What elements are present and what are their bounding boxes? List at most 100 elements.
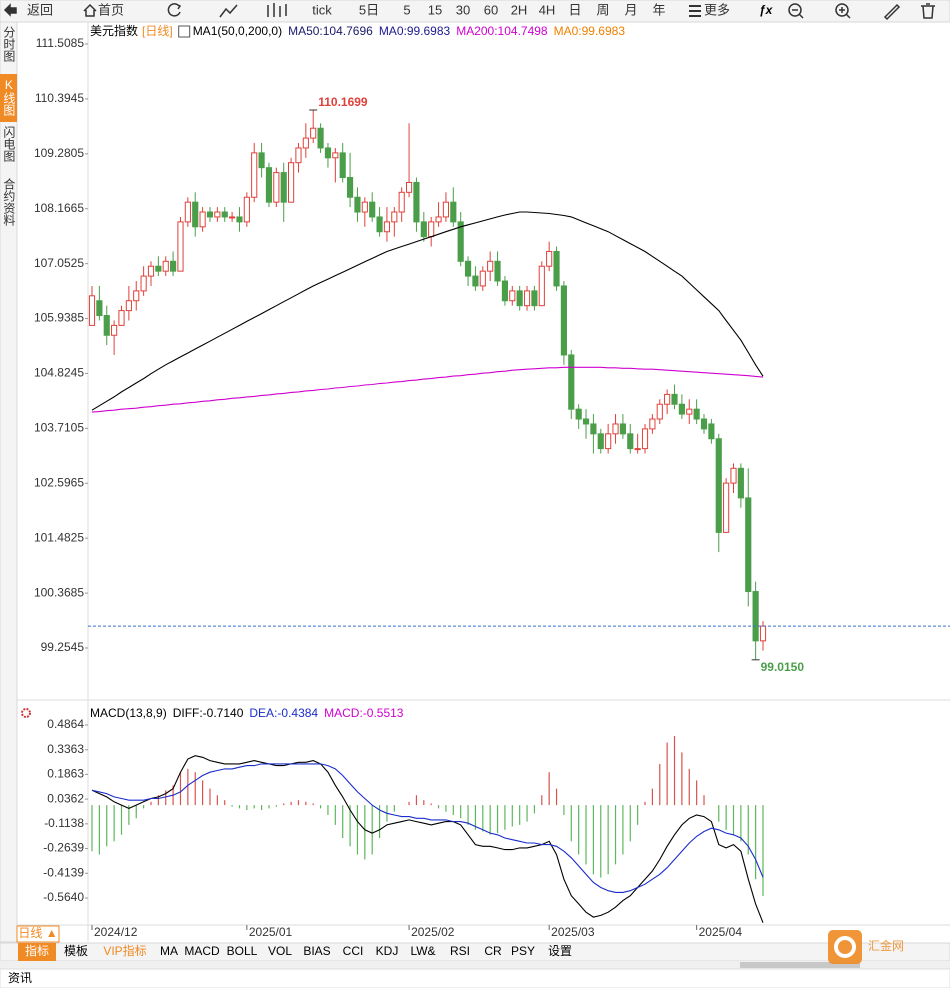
scroll-thumb[interactable] bbox=[740, 962, 860, 968]
toolbar-button[interactable]: 2H bbox=[511, 2, 528, 17]
indicator-tab[interactable]: CCI bbox=[343, 944, 364, 958]
indicator-tab[interactable]: CR bbox=[484, 944, 502, 958]
indicator-line bbox=[91, 211, 764, 411]
toolbar-button[interactable]: 返回 bbox=[27, 2, 53, 17]
indicator-tab[interactable]: RSI bbox=[450, 944, 470, 958]
indicator-tab[interactable]: 模板 bbox=[64, 944, 88, 958]
candle-body bbox=[229, 216, 236, 219]
toolbar bbox=[0, 0, 950, 23]
logo-text: 汇金网 bbox=[868, 938, 904, 953]
candle-body bbox=[420, 221, 427, 238]
indicator-tab[interactable]: VOL bbox=[268, 944, 292, 958]
back-icon[interactable] bbox=[3, 3, 17, 17]
indicator-tab[interactable]: KDJ bbox=[376, 944, 399, 958]
candle-body bbox=[88, 295, 96, 326]
indicator-tab[interactable]: PSY bbox=[511, 944, 535, 958]
indicator-line bbox=[91, 763, 764, 893]
candle-body bbox=[265, 167, 273, 203]
indicator-tab[interactable]: MA bbox=[160, 944, 178, 958]
candle-body bbox=[140, 275, 147, 292]
home-icon[interactable] bbox=[83, 3, 97, 17]
candle-body bbox=[111, 324, 118, 336]
candle-body bbox=[103, 315, 110, 336]
indicator-tab[interactable]: LW& bbox=[410, 944, 435, 958]
candle-body bbox=[184, 201, 191, 223]
candle-body bbox=[597, 433, 604, 450]
candle-body bbox=[450, 201, 457, 223]
indicator-tab[interactable]: 指标 bbox=[25, 943, 49, 958]
news-bar bbox=[0, 968, 950, 988]
y-tick-label: 107.0525 bbox=[34, 256, 84, 270]
indicator-tab[interactable]: BIAS bbox=[303, 944, 330, 958]
toolbar-button[interactable]: 5 bbox=[403, 2, 410, 17]
candle-body bbox=[501, 280, 509, 302]
toolbar-button[interactable]: 60 bbox=[484, 2, 498, 17]
news-tab[interactable]: 资讯 bbox=[8, 971, 32, 985]
sidebar-tab[interactable]: 合约资料 bbox=[2, 177, 16, 226]
y-tick-label: -0.1138 bbox=[44, 816, 84, 830]
toolbar-button[interactable]: 年 bbox=[652, 2, 665, 17]
x-tick-label: 2025/02 bbox=[411, 925, 455, 939]
candle-body bbox=[686, 408, 693, 415]
y-tick-label: 0.1863 bbox=[47, 767, 84, 781]
candle-body bbox=[546, 250, 553, 267]
sidebar-tab[interactable]: K线图 bbox=[2, 78, 16, 116]
indicator-tab[interactable]: BOLL bbox=[227, 944, 258, 958]
toolbar-button[interactable]: 更多 bbox=[704, 2, 730, 17]
candle-body bbox=[516, 290, 523, 307]
y-tick-label: 109.2805 bbox=[34, 146, 84, 160]
settings-icon[interactable] bbox=[21, 708, 31, 718]
candle-body bbox=[553, 250, 560, 287]
toolbar-button[interactable]: 4H bbox=[539, 2, 556, 17]
candle-body bbox=[310, 127, 317, 139]
candle-body bbox=[700, 418, 708, 430]
toolbar-button[interactable]: 日 bbox=[568, 2, 581, 17]
candle-body bbox=[346, 177, 354, 198]
zoom-in-icon[interactable] bbox=[835, 3, 851, 19]
sidebar bbox=[0, 21, 18, 943]
candle-body bbox=[214, 211, 221, 218]
fx-icon[interactable]: ƒx bbox=[759, 3, 774, 17]
candle-body bbox=[605, 433, 612, 450]
candle-body bbox=[641, 428, 649, 450]
y-tick-label: -0.5640 bbox=[43, 890, 84, 904]
y-tick-label: 0.0362 bbox=[47, 791, 84, 805]
candle-body bbox=[531, 290, 538, 307]
indicator-line bbox=[91, 366, 764, 413]
y-tick-label: 105.9385 bbox=[34, 311, 84, 325]
candle-body bbox=[619, 423, 626, 435]
toolbar-button[interactable]: tick bbox=[312, 2, 332, 17]
toolbar-button[interactable]: 5日 bbox=[359, 2, 379, 17]
zoom-out-icon[interactable] bbox=[788, 3, 804, 19]
y-tick-label: -0.4139 bbox=[43, 865, 84, 879]
indicator-tab[interactable]: VIP指标 bbox=[103, 943, 146, 958]
toolbar-button[interactable]: 首页 bbox=[98, 2, 124, 17]
legend-icon bbox=[178, 25, 191, 38]
scroll-track bbox=[0, 961, 950, 969]
toolbar-button[interactable]: 15 bbox=[428, 2, 442, 17]
candle-body bbox=[723, 482, 730, 533]
toolbar-button[interactable]: 周 bbox=[596, 2, 609, 17]
candle-body bbox=[133, 290, 140, 302]
candle-body bbox=[487, 260, 494, 272]
candle-body bbox=[376, 216, 383, 233]
candle-body bbox=[664, 393, 671, 405]
candle-body bbox=[192, 201, 199, 228]
candle-body bbox=[708, 423, 715, 440]
sidebar-tab[interactable]: 闪电图 bbox=[2, 126, 16, 162]
refresh-icon[interactable] bbox=[167, 3, 182, 17]
indicator-tab[interactable]: 设置 bbox=[548, 944, 572, 958]
candle-body bbox=[258, 152, 265, 169]
candle-body bbox=[627, 433, 634, 450]
trash-icon[interactable] bbox=[921, 3, 935, 19]
toolbar-button[interactable]: 30 bbox=[456, 2, 470, 17]
period-label[interactable]: 日线 ▲ bbox=[18, 926, 57, 940]
toolbar-button[interactable]: 月 bbox=[624, 2, 637, 17]
period-box[interactable] bbox=[16, 925, 60, 943]
sidebar-tab[interactable]: 分时图 bbox=[2, 26, 16, 62]
menu-icon[interactable] bbox=[689, 5, 701, 17]
indicator-tab[interactable]: MACD bbox=[184, 944, 220, 958]
line-icon[interactable] bbox=[219, 4, 238, 18]
pencil-icon[interactable] bbox=[883, 3, 901, 21]
candle-icon[interactable] bbox=[267, 3, 287, 17]
